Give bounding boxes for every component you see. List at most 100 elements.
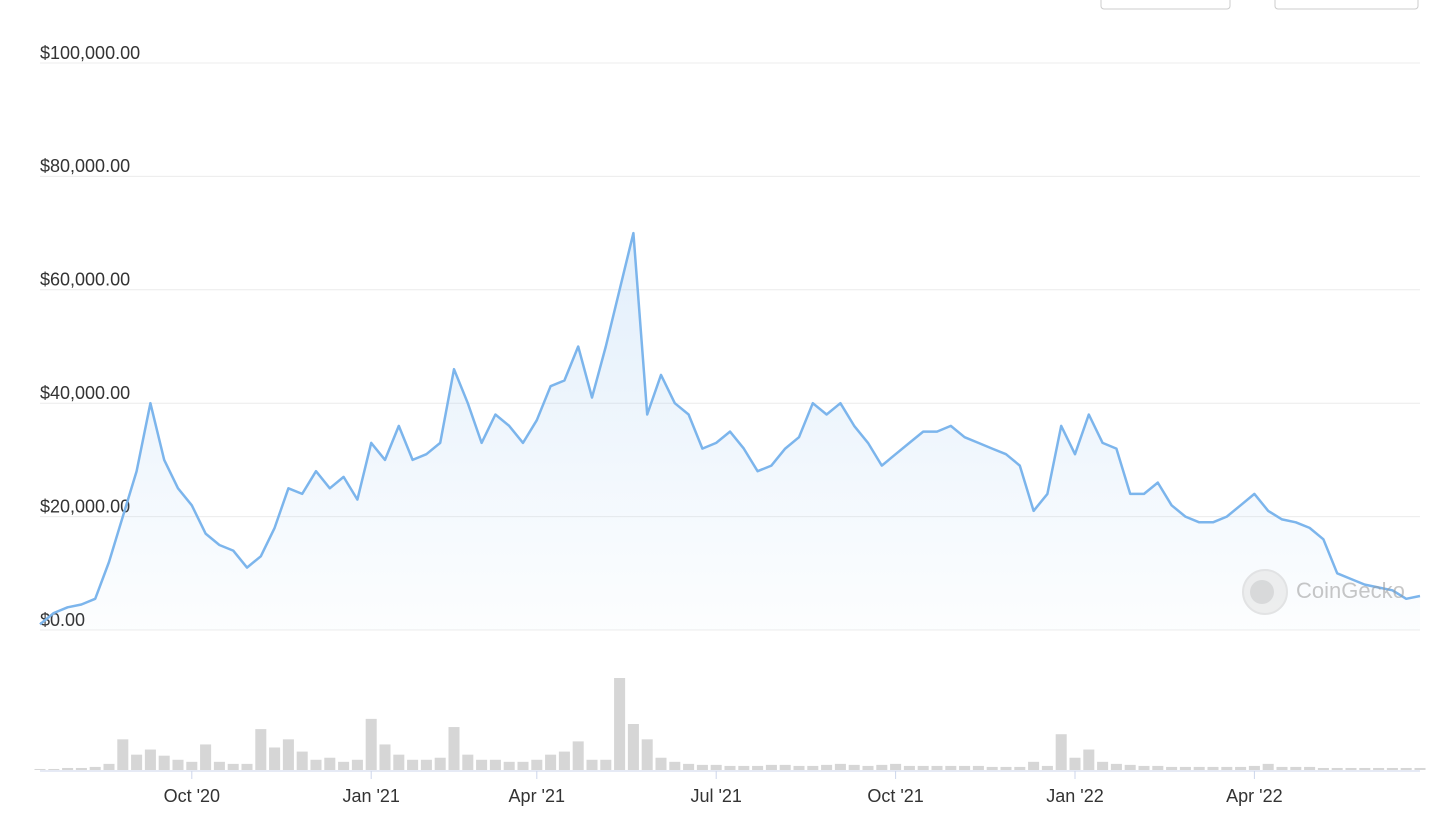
- volume-bar: [972, 765, 984, 770]
- volume-bar: [1014, 766, 1026, 770]
- volume-bar: [34, 768, 46, 770]
- volume-bar: [724, 765, 736, 770]
- volume-bar: [434, 757, 446, 770]
- volume-bar: [848, 764, 860, 770]
- volume-bar: [793, 765, 805, 770]
- volume-bar: [614, 678, 626, 770]
- volume-bar: [1055, 734, 1067, 770]
- volume-bar: [296, 751, 308, 770]
- volume-bar: [1110, 763, 1122, 770]
- volume-bar: [558, 751, 570, 770]
- volume-bar: [876, 764, 888, 770]
- volume-bar: [476, 759, 488, 770]
- volume-bar: [75, 767, 87, 770]
- x-tick-label: Jul '21: [690, 786, 741, 806]
- y-tick-label: $80,000.00: [40, 156, 130, 176]
- range-button[interactable]: [1274, 0, 1419, 10]
- volume-bar: [144, 749, 156, 770]
- volume-bar: [338, 761, 350, 770]
- volume-bar: [1221, 766, 1233, 770]
- volume-bar: [1028, 761, 1040, 770]
- volume-bar: [1400, 767, 1412, 770]
- volume-bar: [1235, 766, 1247, 770]
- volume-bar: [1207, 766, 1219, 770]
- volume-bar: [213, 761, 225, 770]
- watermark-text: CoinGecko: [1296, 578, 1405, 603]
- volume-bar: [1262, 763, 1274, 770]
- volume-bar: [917, 765, 929, 770]
- volume-bar: [489, 759, 501, 770]
- volume-bar: [1276, 766, 1288, 770]
- volume-bar: [862, 765, 874, 770]
- volume-bar: [945, 765, 957, 770]
- volume-bar: [89, 766, 101, 770]
- volume-bar: [1166, 766, 1178, 770]
- y-tick-label: $60,000.00: [40, 270, 130, 290]
- volume-bar: [655, 757, 667, 770]
- volume-bar: [158, 755, 170, 770]
- volume-bar: [379, 744, 391, 770]
- volume-bar: [959, 765, 971, 770]
- volume-bar: [765, 764, 777, 770]
- volume-bar: [200, 744, 212, 770]
- volume-bar: [1000, 766, 1012, 770]
- volume-bar: [241, 763, 253, 770]
- volume-bar: [1345, 767, 1357, 770]
- x-tick-label: Apr '21: [509, 786, 565, 806]
- volume-bar: [407, 759, 419, 770]
- volume-bar: [572, 741, 584, 770]
- volume-bar: [462, 754, 474, 770]
- volume-bar: [627, 724, 639, 770]
- range-button[interactable]: [1100, 0, 1231, 10]
- volume-bar: [1317, 767, 1329, 770]
- price-line: [39, 231, 1421, 626]
- volume-bar: [986, 766, 998, 770]
- volume-bar: [503, 761, 515, 770]
- volume-bar: [1414, 767, 1426, 770]
- x-tick-label: Apr '22: [1226, 786, 1282, 806]
- volume-bar: [310, 759, 322, 770]
- volume-bar: [738, 765, 750, 770]
- volume-bar: [103, 763, 115, 770]
- volume-bar: [545, 754, 557, 770]
- volume-bar: [1248, 765, 1260, 770]
- volume-bar: [131, 754, 143, 770]
- volume-bar: [903, 765, 915, 770]
- y-tick-label: $20,000.00: [40, 496, 130, 516]
- volume-bar: [1083, 749, 1095, 770]
- volume-bar: [586, 759, 598, 770]
- volume-bar: [834, 763, 846, 770]
- volume-bar: [641, 739, 653, 770]
- volume-bar: [710, 764, 722, 770]
- volume-bar: [351, 759, 363, 770]
- volume-bar: [1152, 765, 1164, 770]
- volume-bar: [1290, 766, 1302, 770]
- volume-bar: [517, 761, 529, 770]
- volume-bar: [1069, 757, 1081, 770]
- volume-bar: [890, 763, 902, 770]
- volume-bar: [821, 764, 833, 770]
- volume-bar: [448, 727, 460, 770]
- volume-bar: [393, 754, 405, 770]
- volume-bar: [255, 729, 267, 770]
- volume-bar: [1193, 766, 1205, 770]
- volume-bar: [48, 768, 60, 770]
- volume-bar: [172, 759, 184, 770]
- volume-bar: [1124, 764, 1136, 770]
- volume-bar: [1179, 766, 1191, 770]
- volume-bar: [1304, 766, 1316, 770]
- volume-bar: [1373, 767, 1385, 770]
- y-tick-label: $40,000.00: [40, 383, 130, 403]
- volume-bar: [420, 759, 432, 770]
- x-tick-label: Oct '21: [867, 786, 923, 806]
- volume-bar: [324, 757, 336, 770]
- volume-bar: [1359, 767, 1371, 770]
- volume-bar: [779, 764, 791, 770]
- watermark: CoinGecko: [1242, 569, 1405, 615]
- x-tick-label: Jan '22: [1046, 786, 1103, 806]
- volume-bar: [531, 759, 543, 770]
- volume-bar: [1097, 761, 1109, 770]
- volume-bar: [62, 767, 74, 770]
- volume-bar: [1041, 765, 1053, 770]
- volume-bar: [807, 765, 819, 770]
